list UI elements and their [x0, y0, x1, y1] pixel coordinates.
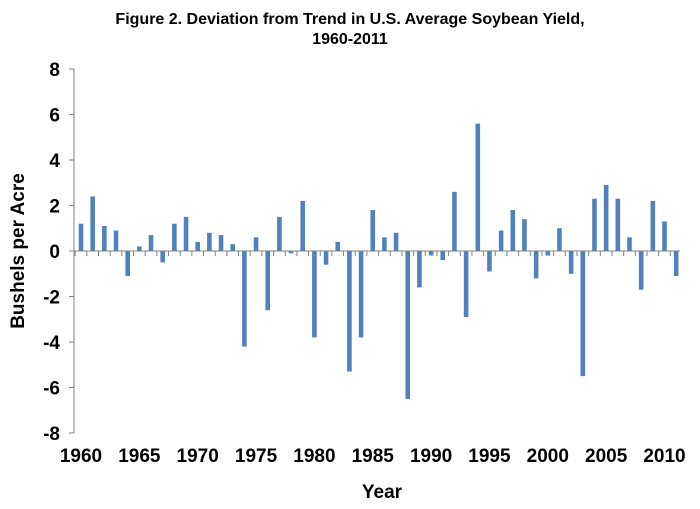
x-axis-title: Year [362, 482, 403, 503]
x-tick-label: 1965 [118, 446, 161, 467]
x-tick-label: 1975 [235, 446, 278, 467]
bar-1961 [90, 196, 95, 251]
chart-title-line-1: Figure 2. Deviation from Trend in U.S. A… [115, 11, 585, 28]
bar-1981 [323, 251, 329, 265]
bar-1980 [312, 251, 317, 338]
bar-1986 [382, 237, 387, 251]
bar-2007 [627, 237, 632, 251]
chart-title: Figure 2. Deviation from Trend in U.S. A… [60, 10, 640, 50]
bar-1970 [195, 241, 200, 251]
y-tick-label: -6 [43, 379, 60, 400]
bar-1983 [347, 251, 352, 372]
y-tick-label: -4 [43, 333, 60, 354]
bar-1966 [148, 235, 154, 251]
bar-1990 [428, 251, 434, 256]
bar-1973 [230, 244, 236, 251]
y-tick-label: -8 [43, 424, 60, 445]
bar-2006 [615, 198, 621, 251]
bar-2000 [545, 251, 551, 256]
x-tick-label: 2010 [643, 446, 685, 467]
bar-1992 [452, 191, 457, 251]
x-tick-label: 1970 [177, 446, 219, 467]
bars-group [78, 123, 679, 399]
y-tick-label: 4 [49, 151, 60, 172]
bar-1974 [242, 251, 247, 347]
bar-1977 [277, 216, 282, 252]
bar-1971 [207, 232, 212, 251]
bar-1984 [358, 251, 364, 338]
y-axis-ticks: 8 6 4 2 0 -2 -4 -6 -8 [43, 60, 74, 445]
bar-1972 [218, 235, 224, 251]
bar-2003 [580, 251, 586, 377]
bar-1996 [498, 230, 504, 251]
bar-1962 [102, 225, 107, 251]
x-tick-label: 1980 [293, 446, 335, 467]
bar-2011 [673, 251, 679, 277]
x-tick-label: 2005 [585, 446, 628, 467]
bar-1997 [510, 210, 516, 251]
bar-1982 [335, 241, 341, 251]
bar-1969 [183, 216, 189, 252]
y-tick-label: -2 [43, 288, 60, 309]
chart-title-line-2: 1960-2011 [312, 31, 388, 48]
bar-1994 [475, 123, 481, 251]
x-tick-label: 1995 [468, 446, 511, 467]
bar-1989 [417, 251, 422, 288]
bar-1998 [522, 219, 527, 251]
y-axis-title: Bushels per Acre [8, 173, 29, 329]
bar-1991 [440, 251, 446, 261]
y-tick-label: 2 [49, 197, 60, 218]
bar-1993 [463, 251, 469, 317]
bar-1976 [265, 251, 271, 311]
x-tick-label: 1985 [352, 446, 395, 467]
bar-1965 [137, 246, 142, 251]
bar-1963 [113, 230, 119, 251]
x-tick-label: 1960 [60, 446, 102, 467]
bar-2002 [568, 251, 574, 274]
bar-1988 [405, 251, 411, 399]
bar-1960 [78, 223, 84, 251]
bar-2004 [592, 198, 597, 251]
y-tick-label: 8 [49, 60, 60, 81]
x-tick-label: 1990 [410, 446, 452, 467]
bar-2005 [603, 185, 609, 251]
bar-1978 [288, 251, 294, 254]
bar-2008 [638, 251, 644, 290]
x-axis-ticks: 1960 1965 1970 1975 1980 1985 1990 1995 2000 2005… [60, 251, 686, 467]
bar-1999 [533, 251, 539, 279]
y-tick-label: 6 [49, 106, 60, 127]
bar-2001 [557, 228, 562, 251]
bar-1964 [125, 251, 130, 277]
bar-2010 [662, 221, 667, 251]
bar-2009 [650, 200, 656, 251]
x-tick-label: 2000 [527, 446, 569, 467]
bar-1968 [172, 223, 177, 251]
bar-1985 [370, 210, 376, 251]
bar-1967 [160, 251, 165, 263]
y-tick-label: 0 [49, 242, 60, 263]
bar-1979 [300, 200, 306, 251]
bar-1995 [487, 251, 492, 272]
bar-1987 [393, 232, 399, 251]
bar-1975 [253, 237, 259, 251]
